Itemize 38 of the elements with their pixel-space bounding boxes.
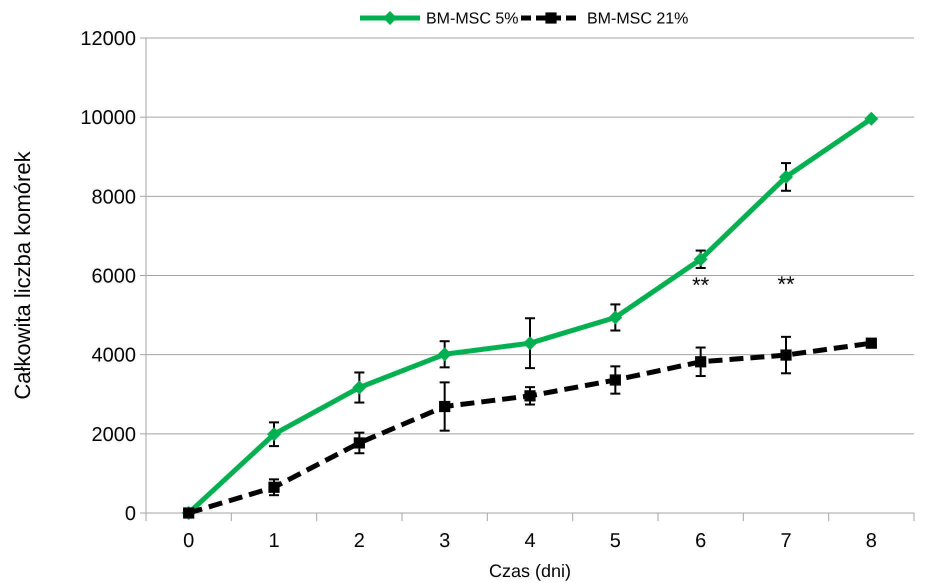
- x-axis-title: Czas (dni): [488, 561, 572, 581]
- y-tick-label: 12000: [80, 28, 136, 50]
- x-tick-label: 1: [268, 530, 280, 552]
- point: [523, 336, 537, 350]
- x-tick-label: 3: [439, 530, 450, 552]
- point: [779, 170, 793, 184]
- y-tick-label: 0: [124, 503, 136, 525]
- point: [864, 112, 878, 126]
- point: [524, 390, 536, 402]
- y-tick-label: 8000: [92, 186, 136, 208]
- point: [780, 349, 792, 361]
- legend-label: BM-MSC 5%: [426, 10, 518, 28]
- x-tick-label: 5: [610, 530, 621, 552]
- y-tick-label: 6000: [92, 266, 136, 288]
- y-axis-title: Całkowita liczba komórek: [10, 150, 35, 400]
- point: [268, 482, 280, 493]
- annotation: **: [777, 272, 795, 297]
- y-tick-label: 4000: [92, 344, 136, 367]
- point: [866, 338, 877, 349]
- point: [439, 400, 450, 412]
- x-tick-label: 7: [780, 530, 792, 552]
- legend-label: BM-MSC 21%: [587, 10, 688, 28]
- point: [610, 374, 621, 386]
- point: [695, 356, 706, 368]
- x-tick-label: 0: [183, 530, 194, 552]
- point: [352, 380, 366, 395]
- point: [694, 252, 708, 266]
- x-tick-label: 6: [695, 530, 706, 552]
- point: [267, 427, 281, 442]
- y-tick-label: 2000: [92, 424, 136, 446]
- point: [438, 347, 452, 362]
- x-tick-label: 8: [866, 530, 877, 552]
- point: [608, 310, 622, 324]
- y-tick-label: 10000: [80, 107, 136, 130]
- x-tick-label: 4: [524, 530, 536, 552]
- point: [354, 437, 365, 449]
- annotation: **: [692, 272, 710, 298]
- x-tick-label: 2: [354, 530, 365, 552]
